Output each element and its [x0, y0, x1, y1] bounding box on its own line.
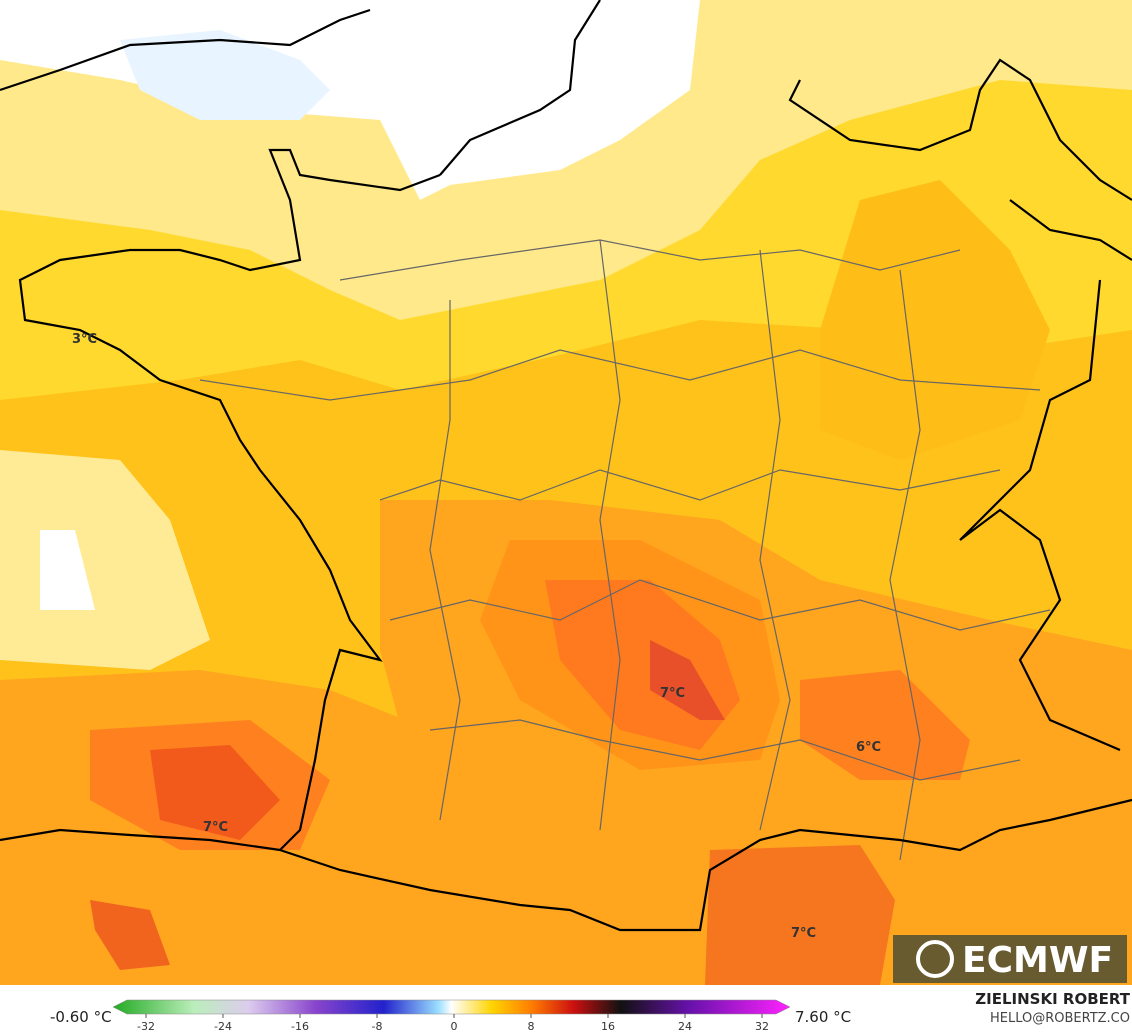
- map-label: 3°C: [72, 332, 97, 347]
- contact: HELLO@ROBERTZ.CO: [990, 1011, 1130, 1026]
- min-label: -0.60 °C: [50, 1008, 112, 1026]
- tick-label: -32: [137, 1020, 155, 1033]
- map-label: 7°C: [203, 820, 228, 835]
- map-label: 7°C: [660, 686, 685, 701]
- tick-label: 16: [601, 1020, 615, 1033]
- colorbar-bar: [112, 999, 791, 1015]
- author: ZIELINSKI ROBERT: [975, 990, 1130, 1008]
- tick-label: 24: [678, 1020, 692, 1033]
- logo: ECMWF: [893, 935, 1127, 983]
- tick-label: -24: [214, 1020, 232, 1033]
- map-label: 6°C: [856, 740, 881, 755]
- tick-label: 32: [755, 1020, 769, 1033]
- map-labels: 3°C 7°C 7°C 6°C 7°C: [72, 332, 881, 941]
- map-label: 7°C: [791, 926, 816, 941]
- tick-label: -8: [372, 1020, 383, 1033]
- tick-label: 0: [451, 1020, 458, 1033]
- logo-text: ECMWF: [962, 940, 1113, 981]
- max-label: 7.60 °C: [795, 1008, 851, 1026]
- colorbar: -0.60 °C 7.60 °C -32 -24 -16 -8 0 8 16 24 32: [50, 999, 851, 1033]
- temperature-field: [0, 0, 1132, 985]
- coastlines: [0, 0, 1132, 932]
- tick-label: -16: [291, 1020, 309, 1033]
- logo-icon: [916, 940, 954, 978]
- borders: [199, 239, 1051, 861]
- tick-label: 8: [528, 1020, 535, 1033]
